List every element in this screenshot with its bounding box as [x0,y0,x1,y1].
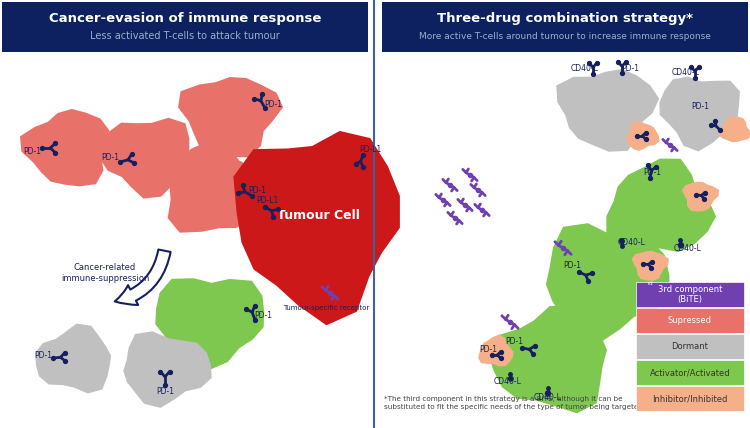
Text: PD-1: PD-1 [34,351,52,360]
FancyBboxPatch shape [636,386,744,411]
Text: Supressed: Supressed [668,316,712,325]
Polygon shape [233,131,400,325]
Text: Cancer-evasion of immune response: Cancer-evasion of immune response [49,12,321,24]
Text: rd: rd [647,281,652,286]
Polygon shape [488,306,607,413]
FancyBboxPatch shape [636,282,744,307]
Text: Less activated T-cells to attack tumour: Less activated T-cells to attack tumour [90,31,280,41]
FancyBboxPatch shape [636,334,744,359]
Polygon shape [123,331,211,408]
Polygon shape [556,69,659,152]
Polygon shape [546,223,670,344]
Text: CD40-L: CD40-L [494,377,522,386]
Text: PD-1: PD-1 [479,345,497,354]
Text: Activator/Activated: Activator/Activated [650,368,730,377]
Text: PD-1: PD-1 [248,185,266,194]
Circle shape [679,243,683,248]
Text: PD-1: PD-1 [691,101,709,110]
Text: Cancer-related
immune-suppression: Cancer-related immune-suppression [61,263,149,283]
FancyBboxPatch shape [382,2,748,52]
Polygon shape [626,121,659,151]
Text: PD-L1: PD-L1 [256,196,278,205]
Polygon shape [168,141,273,233]
Text: PD-1: PD-1 [254,312,272,321]
Polygon shape [178,77,284,158]
Text: 3rd component
(BiTE): 3rd component (BiTE) [658,285,722,304]
Text: PD-1: PD-1 [101,154,119,163]
Text: PD-1: PD-1 [156,387,174,396]
Text: Inhibitor/Inhibited: Inhibitor/Inhibited [652,394,728,403]
Polygon shape [20,109,110,187]
Text: CD40-L: CD40-L [672,68,700,77]
Text: PD-1: PD-1 [563,262,581,270]
Text: CD40-L: CD40-L [618,238,646,247]
Text: Tumour-specific receptor: Tumour-specific receptor [283,305,369,311]
Text: PD-1: PD-1 [643,167,661,176]
Polygon shape [718,116,750,142]
Polygon shape [35,324,111,393]
Polygon shape [155,278,264,371]
Circle shape [509,377,513,381]
FancyBboxPatch shape [636,308,744,333]
FancyArrowPatch shape [115,250,171,305]
Text: CD40-L: CD40-L [674,244,702,253]
Text: PD-1: PD-1 [264,99,282,109]
Text: PD-L1: PD-L1 [358,146,381,155]
Polygon shape [478,334,514,366]
Text: Tumour Cell: Tumour Cell [277,208,359,222]
Text: PD-1: PD-1 [621,63,639,72]
Text: Dormant: Dormant [671,342,709,351]
Polygon shape [682,181,719,211]
Text: *The third component in this strategy is a BiTE, although it can be
substituted : *The third component in this strategy is… [384,396,645,410]
Polygon shape [606,158,716,252]
Circle shape [545,391,550,396]
Polygon shape [659,77,740,152]
Polygon shape [100,118,190,199]
FancyBboxPatch shape [2,2,368,52]
Polygon shape [632,251,669,281]
Circle shape [620,239,624,244]
FancyBboxPatch shape [636,360,744,385]
Text: CD40-L: CD40-L [534,393,562,402]
Text: More active T-cells around tumour to increase immune response: More active T-cells around tumour to inc… [419,32,711,41]
Text: Three-drug combination strategy*: Three-drug combination strategy* [437,12,693,24]
Text: CD40-L: CD40-L [571,63,599,72]
Text: PD-1: PD-1 [23,148,41,157]
Text: PD-1: PD-1 [505,338,523,347]
